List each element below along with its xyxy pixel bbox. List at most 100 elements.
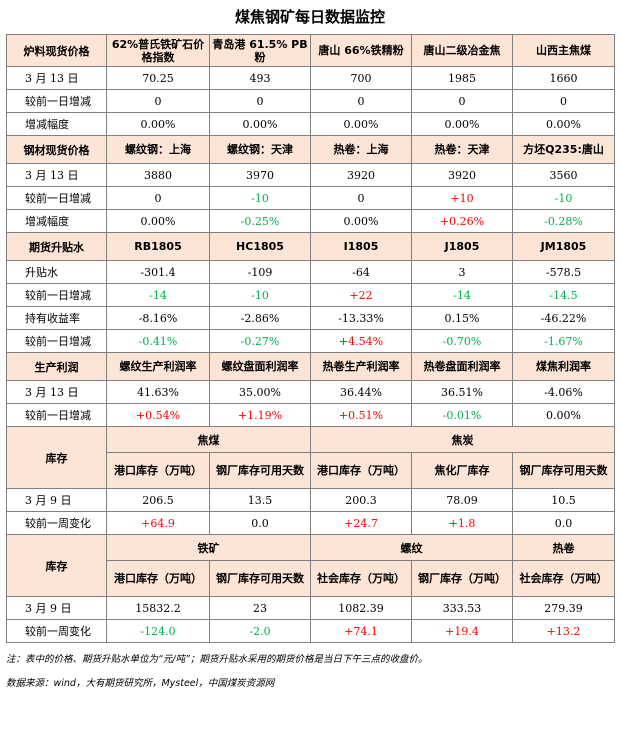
monitor-table: 炉料现货价格 62%普氏铁矿石价格指数 青岛港 61.5% PB粉 唐山 66%铁精粉…	[6, 34, 615, 643]
s1-section-label: 炉料现货价格	[6, 34, 107, 67]
data-cell: 1660	[512, 66, 615, 90]
s1-column-header: 山西主焦煤	[512, 34, 615, 67]
data-cell: -109	[209, 260, 311, 284]
data-cell: 3560	[512, 163, 615, 187]
data-cell: 78.09	[411, 488, 513, 512]
s2-data-row: 3 月 13 日 3880 3970 3920 3920 3560	[6, 163, 615, 187]
data-cell: 1082.39	[310, 596, 412, 620]
data-cell: 0.00%	[209, 112, 311, 136]
s3-column-header: J1805	[411, 232, 513, 261]
data-cell: 3920	[411, 163, 513, 187]
data-cell: 333.53	[411, 596, 513, 620]
row-label: 较前一周变化	[6, 511, 107, 535]
s5-column-header: 焦化厂库存	[411, 452, 513, 489]
s3-column-header: RB1805	[106, 232, 210, 261]
data-cell: +64.9	[106, 511, 210, 535]
s1-column-header: 唐山二级冶金焦	[411, 34, 513, 67]
s6-group-header: 热卷	[512, 534, 615, 561]
data-cell: 700	[310, 66, 412, 90]
s1-column-header: 青岛港 61.5% PB粉	[209, 34, 311, 67]
s2-header-row: 钢材现货价格 螺纹钢：上海 螺纹钢：天津 热卷：上海 热卷：天津 方坯Q235:唐山	[6, 135, 615, 164]
s6-column-header: 钢厂库存可用天数	[209, 560, 311, 597]
data-cell: +0.51%	[310, 403, 412, 427]
s5-subheader-row: 港口库存（万吨） 钢厂库存可用天数 港口库存（万吨） 焦化厂库存 钢厂库存可用天数	[7, 452, 615, 489]
data-cell: -4.06%	[512, 380, 615, 404]
data-cell: 36.44%	[310, 380, 412, 404]
s1-data-row: 较前一日增减 0 0 0 0 0	[6, 89, 615, 113]
s4-data-row: 3 月 13 日 41.63% 35.00% 36.44% 36.51% -4.06%	[6, 380, 615, 404]
data-cell: -10	[209, 283, 311, 307]
s6-group-header: 铁矿	[106, 534, 311, 561]
data-cell: 1985	[411, 66, 513, 90]
data-cell: -14.5	[512, 283, 615, 307]
s6-group-row: 库存 铁矿 螺纹 热卷	[6, 534, 615, 597]
data-cell: 0	[106, 186, 210, 210]
data-cell: 493	[209, 66, 311, 90]
data-cell: -13.33%	[310, 306, 412, 330]
row-label: 3 月 13 日	[6, 380, 107, 404]
data-cell: -14	[106, 283, 210, 307]
s3-column-header: JM1805	[512, 232, 615, 261]
s5-data-row: 较前一周变化 +64.9 0.0 +24.7 +1.8 0.0	[6, 511, 615, 535]
data-cell: 0	[512, 89, 615, 113]
s2-column-header: 螺纹钢：上海	[106, 135, 210, 164]
data-cell: 0.00%	[512, 403, 615, 427]
s6-subheader-row: 港口库存（万吨） 钢厂库存可用天数 社会库存（万吨） 钢厂库存（万吨） 社会库存（万吨）	[7, 560, 615, 597]
data-cell: -46.22%	[512, 306, 615, 330]
row-label: 升贴水	[6, 260, 107, 284]
data-cell: 3920	[310, 163, 412, 187]
data-cell: 0.00%	[411, 112, 513, 136]
data-cell: -0.28%	[512, 209, 615, 233]
s3-data-row: 较前一日增减 -0.41% -0.27% +4.54% -0.70% -1.67%	[6, 329, 615, 353]
row-label: 较前一周变化	[6, 619, 107, 643]
data-cell: -0.01%	[411, 403, 513, 427]
s6-group-header: 螺纹	[310, 534, 513, 561]
data-cell: 10.5	[512, 488, 615, 512]
data-cell: -10	[512, 186, 615, 210]
s3-column-header: I1805	[310, 232, 412, 261]
data-cell: 200.3	[310, 488, 412, 512]
s6-column-header: 社会库存（万吨）	[512, 560, 615, 597]
row-label: 较前一日增减	[6, 283, 107, 307]
s5-group-header: 焦煤	[106, 426, 311, 453]
s2-data-row: 增减幅度 0.00% -0.25% 0.00% +0.26% -0.28%	[6, 209, 615, 233]
s2-column-header: 热卷：天津	[411, 135, 513, 164]
s2-column-header: 螺纹钢：天津	[209, 135, 311, 164]
data-cell: +0.54%	[106, 403, 210, 427]
s3-data-row: 升贴水 -301.4 -109 -64 3 -578.5	[6, 260, 615, 284]
s6-column-header: 港口库存（万吨）	[106, 560, 210, 597]
data-cell: 23	[209, 596, 311, 620]
row-label: 增减幅度	[6, 112, 107, 136]
row-label: 3 月 13 日	[6, 66, 107, 90]
row-label: 3 月 9 日	[6, 488, 107, 512]
s5-group-header: 焦炭	[310, 426, 615, 453]
s1-column-header: 唐山 66%铁精粉	[310, 34, 412, 67]
data-cell: 0	[106, 89, 210, 113]
s4-section-label: 生产利润	[6, 352, 107, 381]
s3-data-row: 较前一日增减 -14 -10 +22 -14 -14.5	[6, 283, 615, 307]
s4-column-header: 螺纹盘面利润率	[209, 352, 311, 381]
s6-section-label: 库存	[6, 534, 107, 597]
s5-column-header: 港口库存（万吨）	[106, 452, 210, 489]
s3-data-row: 持有收益率 -8.16% -2.86% -13.33% 0.15% -46.22%	[6, 306, 615, 330]
data-cell: -0.70%	[411, 329, 513, 353]
s3-column-header: HC1805	[209, 232, 311, 261]
row-label: 较前一日增减	[6, 89, 107, 113]
data-cell: 279.39	[512, 596, 615, 620]
data-cell: -8.16%	[106, 306, 210, 330]
s1-header-row: 炉料现货价格 62%普氏铁矿石价格指数 青岛港 61.5% PB粉 唐山 66%铁精粉…	[6, 34, 615, 67]
data-cell: -0.27%	[209, 329, 311, 353]
data-cell: 3880	[106, 163, 210, 187]
data-cell: -2.0	[209, 619, 311, 643]
data-cell: -1.67%	[512, 329, 615, 353]
data-cell: 0.00%	[106, 209, 210, 233]
data-cell: +1.8	[411, 511, 513, 535]
data-cell: -2.86%	[209, 306, 311, 330]
data-cell: +4.54%	[310, 329, 412, 353]
row-label: 较前一日增减	[6, 403, 107, 427]
data-cell: +0.26%	[411, 209, 513, 233]
data-cell: 0.0	[512, 511, 615, 535]
s4-data-row: 较前一日增减 +0.54% +1.19% +0.51% -0.01% 0.00%	[6, 403, 615, 427]
s4-column-header: 热卷生产利润率	[310, 352, 412, 381]
s2-section-label: 钢材现货价格	[6, 135, 107, 164]
